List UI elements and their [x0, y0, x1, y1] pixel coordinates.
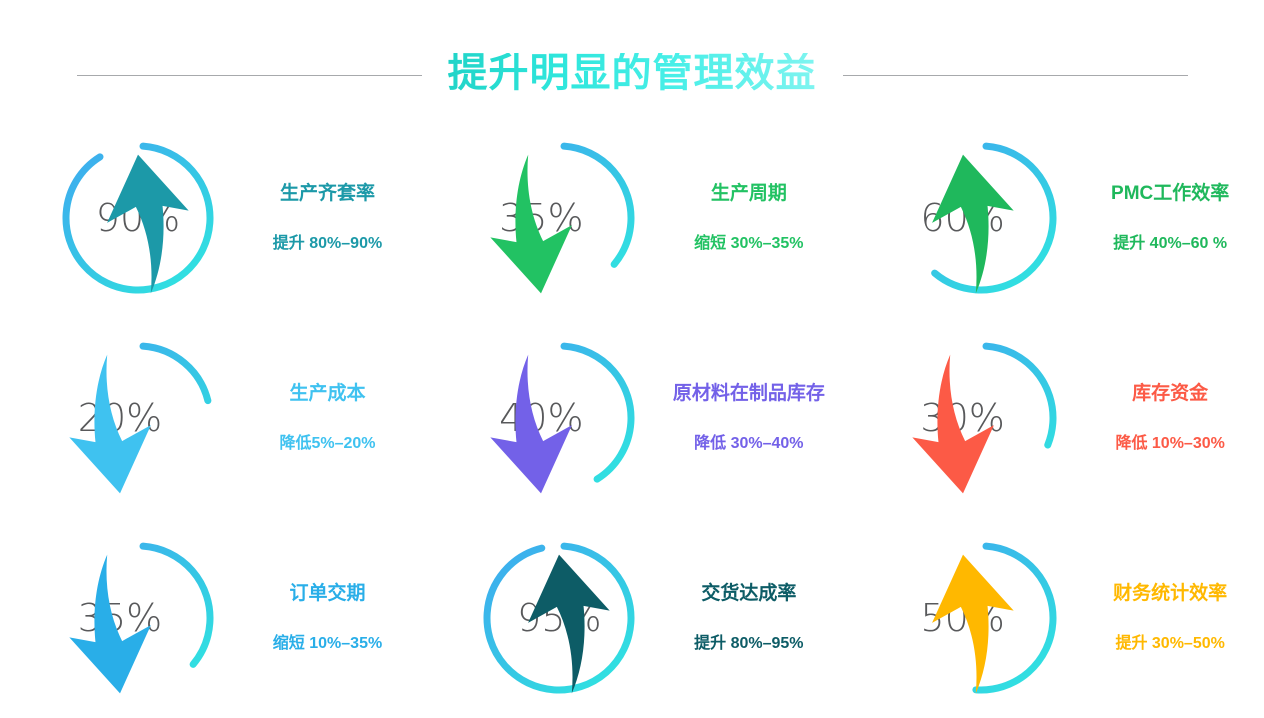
metric-card[interactable]: 40% 原材料在制品库存 降低 30%–40% — [421, 318, 842, 518]
metric-title: 生产成本 — [289, 383, 366, 404]
gauge-ring: 50% — [901, 538, 1061, 698]
slide-header: 提升明显的管理效益 — [0, 44, 1264, 106]
metric-title: 财务统计效率 — [1113, 583, 1228, 604]
arrow-down-icon-glyph — [911, 354, 994, 494]
gauge-arc-svg — [905, 142, 1057, 294]
metric-title: 库存资金 — [1132, 383, 1209, 404]
gauge-center: 30% — [883, 338, 1043, 498]
metric-subtitle: 提升 40%–60 % — [1113, 234, 1228, 252]
page-title: 提升明显的管理效益 — [447, 51, 817, 95]
metric-subtitle: 提升 30%–50% — [1115, 634, 1225, 652]
metric-title: 生产齐套率 — [279, 183, 375, 204]
metric-subtitle: 提升 80%–90% — [272, 234, 383, 252]
metric-card[interactable]: 35% 生产周期缩短 30%–35% — [421, 118, 842, 318]
metric-title: 交货达成率 — [701, 583, 797, 604]
gauge-ring: 30% — [901, 338, 1061, 498]
gauge-ring: 35% — [479, 138, 639, 298]
metric-card[interactable]: 95% 交货达成率提升 80%–95% — [421, 518, 842, 718]
gauge-center: 90% — [58, 138, 218, 298]
metric-title: 订单交期 — [289, 583, 366, 604]
gauge-arc-svg — [905, 542, 1057, 694]
metric-subtitle: 降低5%–20% — [279, 434, 376, 452]
metric-labels: 财务统计效率 提升 30%–50% — [1083, 583, 1258, 653]
header-rule-left — [76, 74, 422, 76]
gauge-center: 35% — [461, 138, 621, 298]
gauge-center: 60% — [883, 138, 1043, 298]
arrow-up-icon-glyph — [931, 554, 1014, 694]
metric-labels: 生产成本降低5%–20% — [240, 383, 415, 453]
metric-title: PMC工作效率 — [1111, 183, 1230, 204]
gauge-center: 20% — [40, 338, 200, 498]
metric-title: 生产周期 — [710, 183, 787, 204]
gauge-ring: 40% — [479, 338, 639, 498]
gauge-ring: 60% — [901, 138, 1061, 298]
metric-labels: 生产齐套率提升 80%–90% — [240, 183, 415, 253]
metric-labels: PMC工作效率 提升 40%–60 % — [1083, 183, 1258, 253]
metric-labels: 库存资金降低 10%–30% — [1083, 383, 1258, 453]
metric-subtitle: 提升 80%–95% — [694, 634, 804, 652]
arrow-down-icon-glyph — [490, 154, 573, 294]
metric-card[interactable]: 60% PMC工作效率 提升 40%–60 % — [843, 118, 1264, 318]
gauge-ring: 95% — [479, 538, 639, 698]
metric-card[interactable]: 35% 订单交期缩短 10%–35% — [0, 518, 421, 718]
gauge-arc-svg — [62, 342, 214, 494]
gauge-ring: 20% — [58, 338, 218, 498]
arrow-up-icon-glyph — [931, 154, 1014, 294]
gauge-arc-svg — [62, 142, 214, 294]
metric-card[interactable]: 20% 生产成本降低5%–20% — [0, 318, 421, 518]
gauge-arc-svg — [483, 342, 635, 494]
metrics-grid: 90% 生产齐套率提升 80%–90% 35% 生产周期缩短 30%–35% 60% PM… — [0, 118, 1264, 718]
gauge-center: 35% — [40, 538, 200, 698]
metric-card[interactable]: 30% 库存资金降低 10%–30% — [843, 318, 1264, 518]
metric-subtitle: 缩短 30%–35% — [694, 234, 804, 252]
gauge-arc-svg — [905, 342, 1057, 494]
metric-card[interactable]: 90% 生产齐套率提升 80%–90% — [0, 118, 421, 318]
gauge-ring: 90% — [58, 138, 218, 298]
metric-subtitle: 缩短 10%–35% — [272, 634, 383, 652]
metric-labels: 生产周期缩短 30%–35% — [661, 183, 836, 253]
gauge-center: 50% — [883, 538, 1043, 698]
gauge-arc-svg — [483, 142, 635, 294]
metric-title: 原材料在制品库存 — [672, 383, 825, 404]
header-rule-right — [842, 74, 1188, 76]
arrow-down-icon-glyph — [490, 354, 573, 494]
arrow-down-icon-glyph — [69, 554, 151, 694]
arrow-up-icon-glyph — [107, 154, 189, 294]
metric-card[interactable]: 50% 财务统计效率 提升 30%–50% — [843, 518, 1264, 718]
arrow-up-icon-glyph — [528, 554, 610, 694]
metric-labels: 交货达成率提升 80%–95% — [661, 583, 836, 653]
arrow-down-icon-glyph — [69, 354, 151, 494]
gauge-arc-svg — [62, 542, 214, 694]
metric-labels: 订单交期缩短 10%–35% — [240, 583, 415, 653]
gauge-center: 95% — [479, 538, 639, 698]
gauge-center: 40% — [461, 338, 621, 498]
metric-labels: 原材料在制品库存 降低 30%–40% — [661, 383, 836, 453]
metric-subtitle: 降低 10%–30% — [1115, 434, 1225, 452]
gauge-arc-svg — [483, 542, 635, 694]
metric-subtitle: 降低 30%–40% — [694, 434, 804, 452]
gauge-ring: 35% — [58, 538, 218, 698]
